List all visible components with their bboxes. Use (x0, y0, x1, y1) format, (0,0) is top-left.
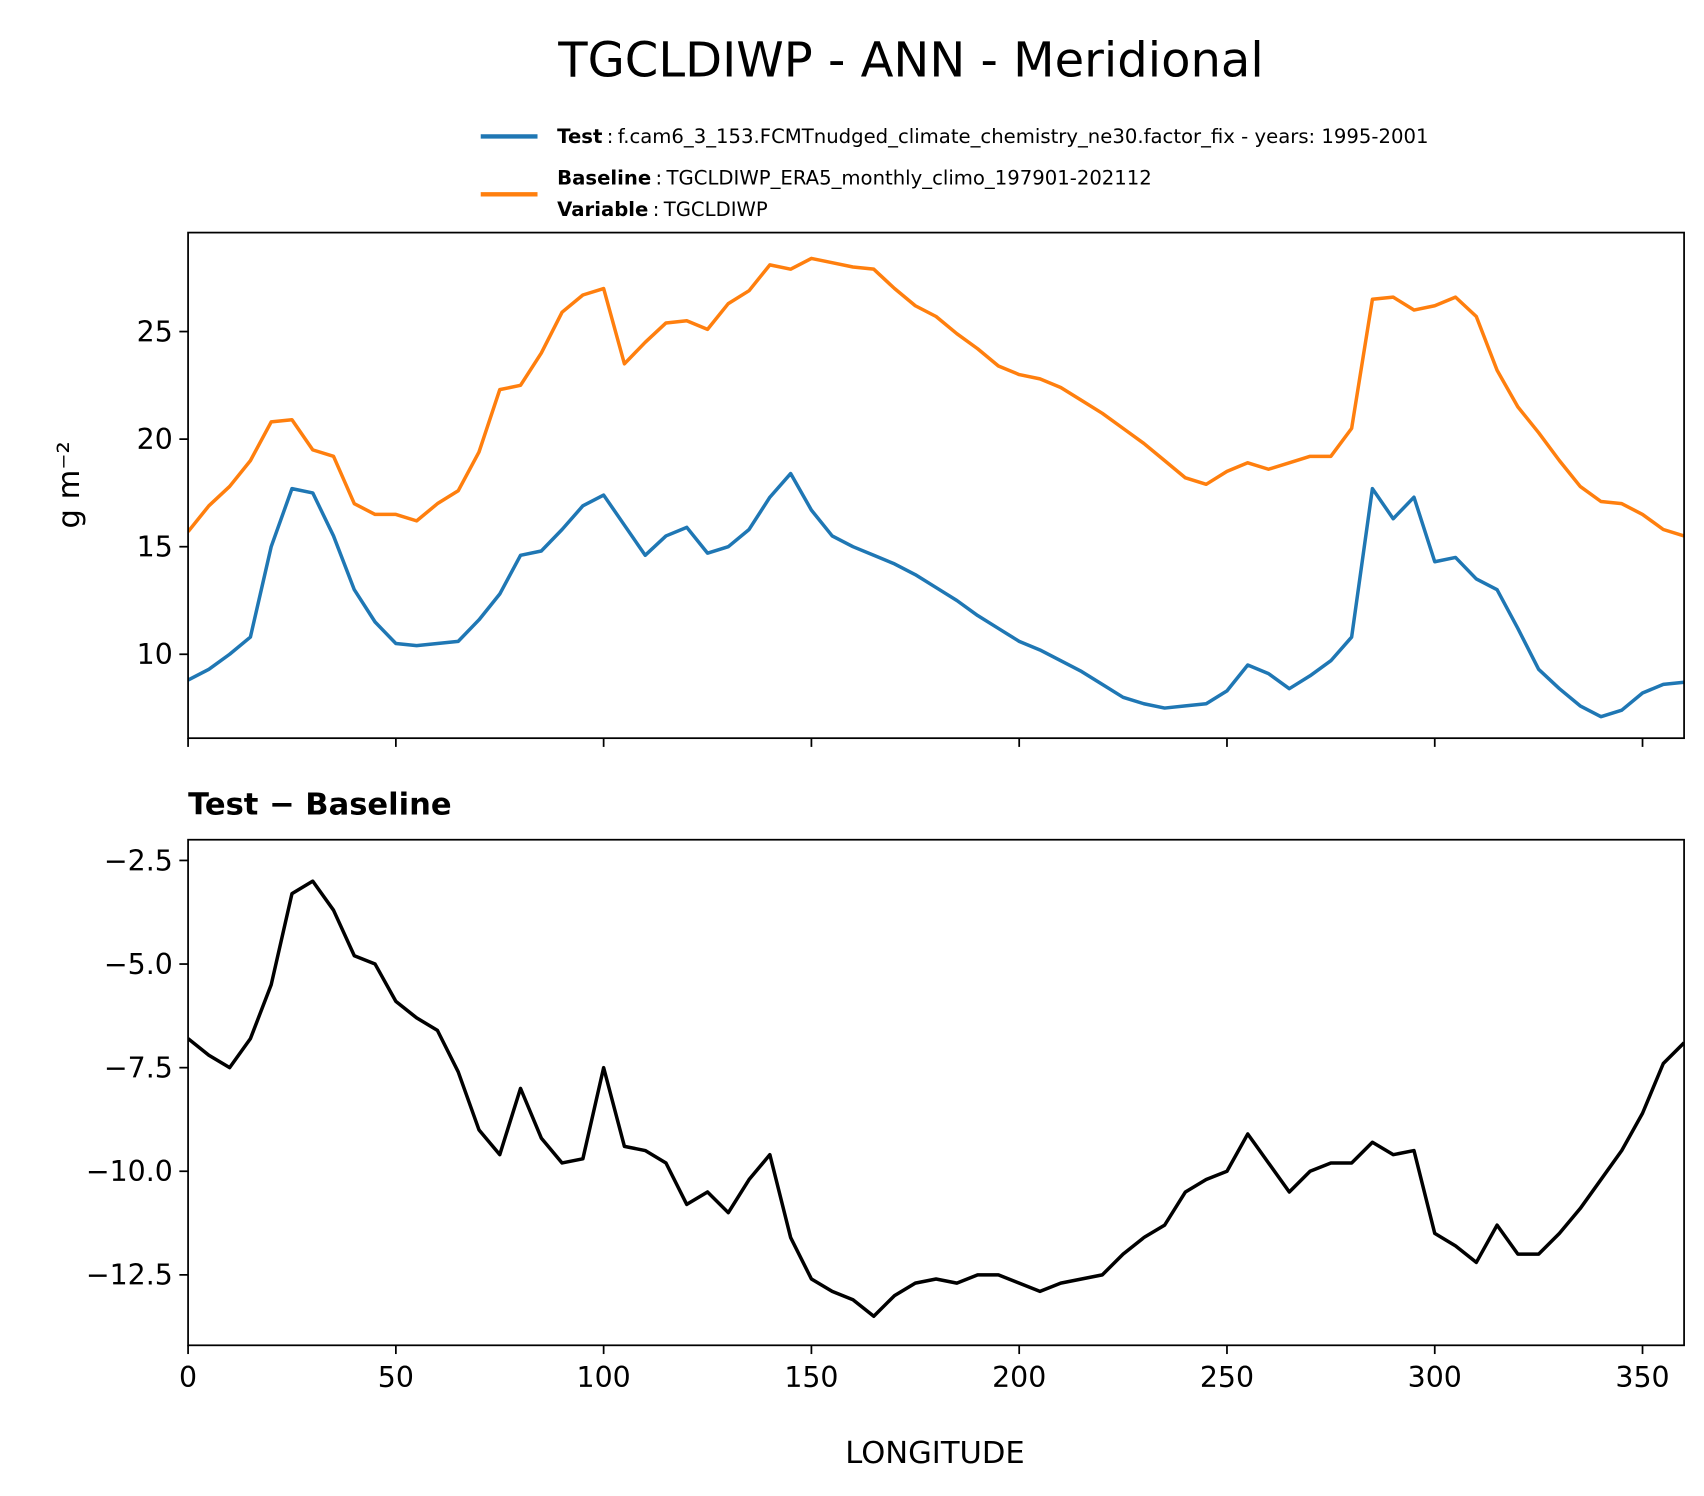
legend-name: Test (557, 125, 602, 148)
legend-name: Variable (557, 198, 648, 221)
legend-separator: : (607, 125, 614, 148)
data-line (188, 256, 1685, 538)
y-tick-label: −5.0 (104, 948, 173, 981)
panel-title: Test − Baseline (188, 788, 451, 823)
x-tick-label: 150 (784, 1361, 838, 1394)
y-tick-label: −12.5 (86, 1259, 173, 1292)
x-tick-label: 350 (1615, 1361, 1669, 1394)
y-tick-label: 10 (137, 638, 173, 671)
legend-description: TGCLDIWP (663, 198, 768, 221)
legend-entry: Test: f.cam6_3_153.FCMTnudged_climate_che… (557, 125, 1428, 148)
figure-title: TGCLDIWP - ANN - Meridional (557, 32, 1263, 88)
y-tick-label: −2.5 (104, 844, 173, 877)
legend-description: f.cam6_3_153.FCMTnudged_climate_chemistr… (618, 125, 1429, 148)
y-tick-label: 25 (137, 315, 173, 348)
plot-area (188, 256, 1685, 719)
y-tick-label: −10.0 (86, 1155, 173, 1188)
x-tick-label: 100 (577, 1361, 631, 1394)
legend-entry: Baseline: TGCLDIWP_ERA5_monthly_climo_197… (557, 167, 1152, 190)
axes-frame (187, 231, 1685, 740)
legend-entry: Variable: TGCLDIWP (557, 198, 768, 221)
y-tick-label: 15 (137, 531, 173, 564)
legend-description: TGCLDIWP_ERA5_monthly_climo_197901-20211… (666, 167, 1152, 190)
legend-name: Baseline (557, 167, 651, 190)
y-axis-label: g m⁻² (52, 441, 87, 528)
legend: Test: f.cam6_3_153.FCMTnudged_climate_che… (480, 125, 1428, 221)
plot-area (188, 879, 1685, 1319)
x-tick-label: 50 (378, 1361, 414, 1394)
x-axis-label: LONGITUDE (845, 1436, 1024, 1471)
legend-separator: : (653, 198, 660, 221)
x-tick-label: 0 (179, 1361, 197, 1394)
y-tick-label: −7.5 (104, 1051, 173, 1084)
y-tick-label: 20 (137, 423, 173, 456)
x-tick-label: 200 (992, 1361, 1046, 1394)
x-tick-label: 250 (1200, 1361, 1254, 1394)
data-line (188, 471, 1685, 719)
axes-frame (187, 838, 1685, 1347)
x-tick-label: 300 (1408, 1361, 1462, 1394)
data-line (188, 879, 1685, 1319)
legend-separator: : (656, 167, 663, 190)
